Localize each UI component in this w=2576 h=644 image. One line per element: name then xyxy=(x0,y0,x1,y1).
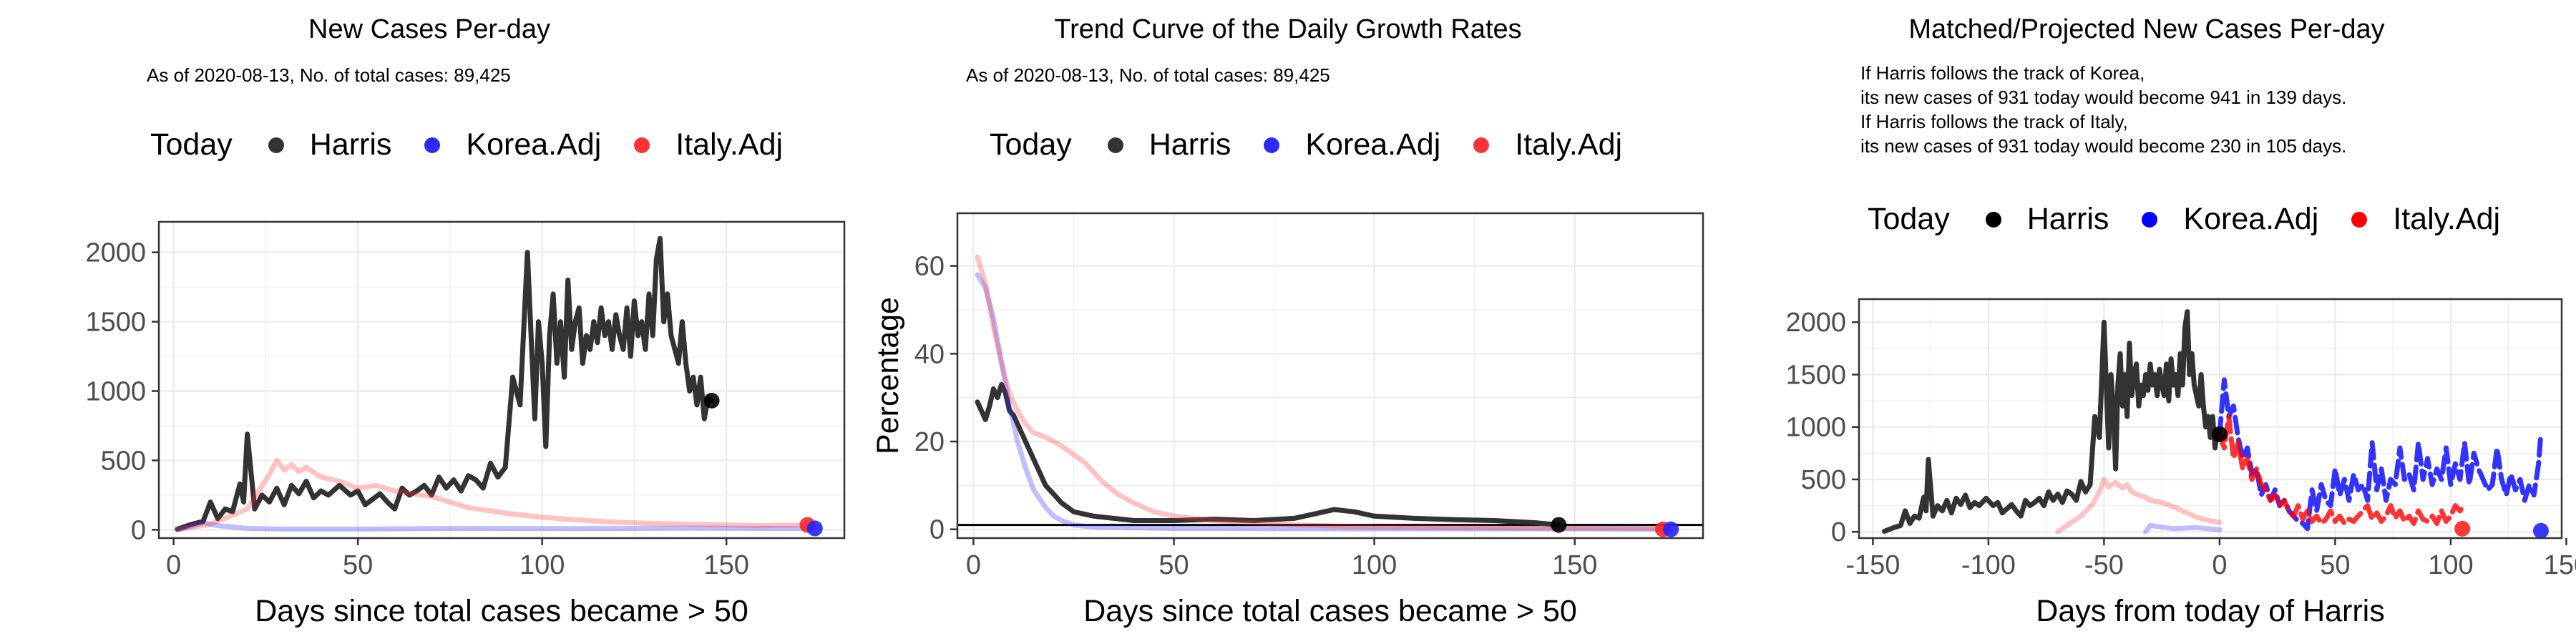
x-tick-label: 50 xyxy=(343,550,373,580)
today-point-korea-adj xyxy=(2532,522,2549,539)
y-axis-label: Percentage xyxy=(871,297,905,454)
legend-label-harris: Harris xyxy=(1148,127,1231,162)
x-axis-label: Days since total cases became > 50 xyxy=(255,594,748,628)
panel-new-cases: New Cases Per-day As of 2020-08-13, No. … xyxy=(0,0,859,644)
chart-projected: -150-100-500501001500500100015002000Days… xyxy=(1785,298,2576,628)
y-tick-label: 500 xyxy=(101,446,146,476)
x-tick-label: -150 xyxy=(1845,550,1900,580)
legend-key-korea xyxy=(1264,137,1280,153)
legend-label-italy: Italy.Adj xyxy=(675,127,784,162)
legend-label-korea: Korea.Adj xyxy=(2183,202,2319,236)
x-tick-label: 150 xyxy=(1552,550,1597,580)
x-tick-label: -50 xyxy=(2084,550,2124,580)
legend: Today Harris Korea.Adj Italy.Adj xyxy=(150,127,809,162)
chart-subtitle: As of 2020-08-13, No. of total cases: 89… xyxy=(966,64,1330,86)
legend-key-harris xyxy=(268,137,284,153)
chart-subtitle: As of 2020-08-13, No. of total cases: 89… xyxy=(147,64,511,86)
today-point-harris xyxy=(1551,517,1567,533)
plot-border xyxy=(157,220,846,540)
y-tick-label: 2000 xyxy=(85,238,146,268)
x-tick-label: 50 xyxy=(1158,550,1189,580)
y-tick-label: 0 xyxy=(131,515,146,545)
legend-title: Today xyxy=(990,127,1072,162)
plot-border xyxy=(956,212,1704,540)
series-line-korea-adj-hist xyxy=(2143,522,2223,535)
legend-label-italy: Italy.Adj xyxy=(1515,127,1623,162)
y-tick-label: 0 xyxy=(1831,517,1846,547)
x-axis-label: Days from today of Harris xyxy=(2036,594,2384,628)
chart-title: Matched/Projected New Cases Per-day xyxy=(1908,14,2385,44)
x-tick-label: -100 xyxy=(1961,550,2016,580)
legend-label-harris: Harris xyxy=(309,127,392,162)
y-tick-label: 40 xyxy=(914,339,945,369)
x-tick-label: 0 xyxy=(166,550,181,580)
chart-subtitle: If Harris follows the track of Korea, it… xyxy=(1860,62,2347,157)
today-point-harris xyxy=(703,392,720,409)
x-tick-label: 50 xyxy=(2320,550,2350,580)
legend-key-italy xyxy=(2351,211,2368,228)
panel-projected: Matched/Projected New Cases Per-day If H… xyxy=(1717,0,2576,644)
series-line-italy-adj-hist xyxy=(2055,477,2223,535)
y-tick-label: 0 xyxy=(930,515,945,545)
legend-label-korea: Korea.Adj xyxy=(466,127,602,162)
legend: Today Harris Korea.Adj Italy.Adj xyxy=(1868,202,2526,237)
y-tick-label: 20 xyxy=(914,427,945,457)
series-line-harris xyxy=(975,381,1561,528)
legend: Today Harris Korea.Adj Italy.Adj xyxy=(990,127,1648,162)
series-line-korea-adj xyxy=(175,520,818,532)
legend-key-harris xyxy=(1985,211,2001,228)
series-line-italy-adj xyxy=(975,254,1666,531)
legend-title: Today xyxy=(1868,202,1950,236)
legend-key-korea xyxy=(424,137,441,153)
y-tick-label: 2000 xyxy=(1785,308,1846,338)
today-point-harris xyxy=(2211,426,2228,442)
series-line-italy-adj xyxy=(2217,414,2465,526)
y-tick-label: 1000 xyxy=(1785,413,1846,443)
x-tick-label: 150 xyxy=(703,550,748,580)
chart-growth-rates: 0 50 100 150 0 20 40 60 Days since total cases b… xyxy=(871,212,1704,628)
series-line-harris xyxy=(1882,309,2223,534)
legend-label-italy: Italy.Adj xyxy=(2393,202,2501,236)
x-tick-label: 100 xyxy=(1352,550,1397,580)
y-tick-label: 1000 xyxy=(85,377,146,407)
chart-title: Trend Curve of the Daily Growth Rates xyxy=(1054,14,1522,44)
series-line-korea-adj xyxy=(975,272,1674,532)
y-tick-label: 500 xyxy=(1801,465,1846,495)
x-tick-label: 0 xyxy=(2212,550,2227,580)
series-line-italy-adj xyxy=(175,457,810,532)
legend-title: Today xyxy=(150,127,233,162)
series-line-harris xyxy=(175,235,715,532)
panel-growth-rates: Trend Curve of the Daily Growth Rates As… xyxy=(859,0,1717,644)
x-tick-label: 100 xyxy=(519,550,565,580)
legend-key-korea xyxy=(2142,211,2158,228)
y-tick-label: 1500 xyxy=(1785,360,1846,390)
today-point-korea-adj xyxy=(806,520,823,537)
legend-key-harris xyxy=(1107,137,1123,153)
x-axis-label: Days since total cases became > 50 xyxy=(1083,594,1577,628)
x-tick-label: 100 xyxy=(2428,550,2473,580)
x-tick-label: 0 xyxy=(966,550,981,580)
legend-label-harris: Harris xyxy=(2026,202,2109,236)
today-point-italy-adj xyxy=(2454,520,2471,537)
series-line-korea-adj xyxy=(2217,377,2544,532)
y-tick-label: 60 xyxy=(914,252,945,282)
legend-label-korea: Korea.Adj xyxy=(1305,127,1441,162)
y-tick-label: 1500 xyxy=(85,308,146,338)
legend-key-italy xyxy=(634,137,650,153)
today-point-korea-adj xyxy=(1663,521,1679,537)
x-tick-label: 150 xyxy=(2544,550,2576,580)
plot-border xyxy=(1858,298,2563,540)
legend-key-italy xyxy=(1473,137,1490,153)
chart-title: New Cases Per-day xyxy=(308,14,550,44)
